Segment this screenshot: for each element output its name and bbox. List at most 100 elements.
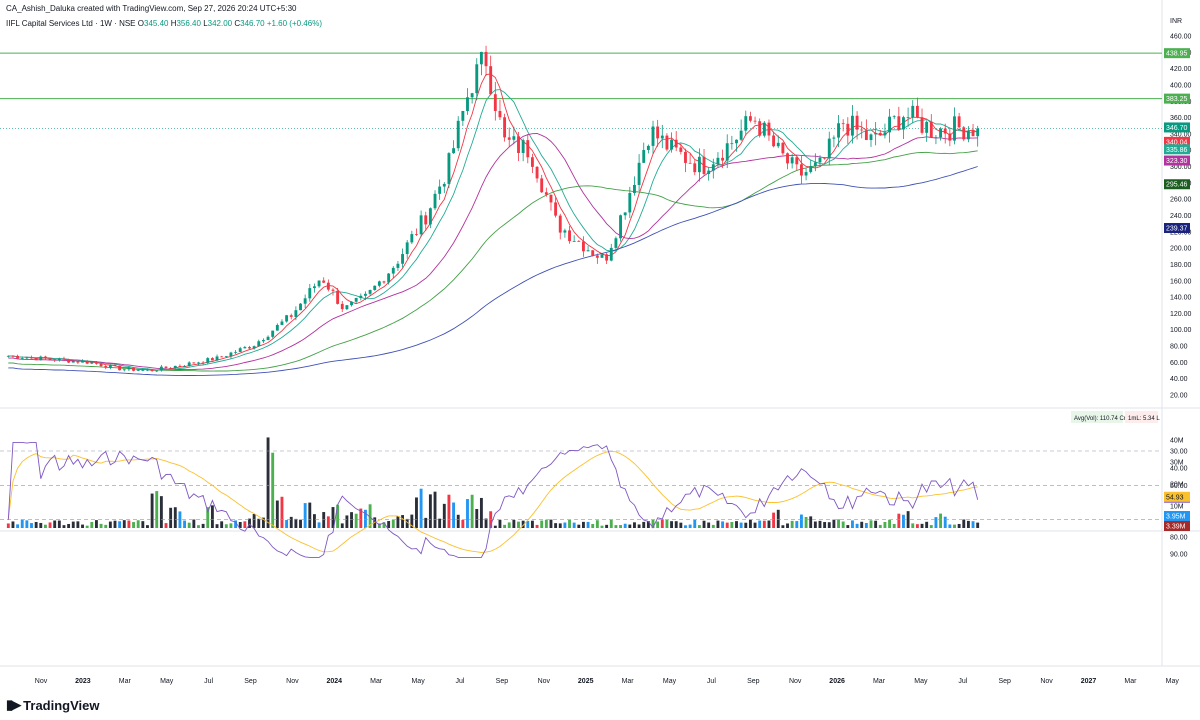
volume-bar xyxy=(136,520,140,528)
volume-bar xyxy=(452,502,456,528)
candle-body xyxy=(16,355,20,359)
candle-body xyxy=(136,370,140,371)
volume-bar xyxy=(929,525,933,528)
volume-axis: 40M 30M 20M 10M xyxy=(1170,438,1184,511)
volume-bar xyxy=(642,521,646,528)
time-tick-label: Nov xyxy=(789,678,802,685)
volume-bar xyxy=(540,520,544,528)
axis-badge-label: 3.39M xyxy=(1166,524,1186,531)
volume-bar xyxy=(382,522,386,528)
volume-bar xyxy=(201,523,205,528)
candle-body xyxy=(855,115,859,130)
volume-bar xyxy=(25,520,29,528)
volume-bar xyxy=(869,520,873,528)
candle-body xyxy=(953,116,956,141)
volume-bar xyxy=(507,522,511,528)
candle-body xyxy=(725,143,729,161)
candle-body xyxy=(215,356,219,361)
volume-bar xyxy=(415,497,418,528)
candle-body xyxy=(331,289,335,291)
candle-body xyxy=(730,143,734,145)
candle-body xyxy=(234,351,238,353)
change-value: +1.60 (+0.46%) xyxy=(266,19,322,28)
time-tick-label: 2027 xyxy=(1081,678,1097,685)
candle-body xyxy=(197,362,200,364)
time-tick-label: Mar xyxy=(370,678,383,685)
candle-body xyxy=(345,305,349,310)
volume-bar xyxy=(243,521,247,528)
volume-bar xyxy=(224,524,228,528)
volume-bar xyxy=(915,524,919,528)
candle-body xyxy=(99,363,103,367)
volume-bar xyxy=(595,520,599,528)
volume-bar xyxy=(447,494,451,528)
candle-body xyxy=(62,358,66,360)
volume-bar xyxy=(804,516,808,528)
volume-bar xyxy=(535,524,539,528)
candle-body xyxy=(758,121,762,136)
volume-bar xyxy=(261,517,265,528)
symbol-name: IIFL Capital Services Ltd · 1W · NSE xyxy=(6,19,136,28)
volume-bar xyxy=(651,519,655,528)
volume-bar xyxy=(187,522,191,528)
volume-bar xyxy=(619,525,622,528)
candle-body xyxy=(489,66,493,95)
candle-body xyxy=(308,288,312,299)
candle-body xyxy=(619,215,622,239)
candle-body xyxy=(507,137,511,140)
volume-bar xyxy=(285,520,289,528)
volume-bar xyxy=(410,514,414,528)
volume-bar xyxy=(183,520,187,528)
candle-body xyxy=(57,358,61,361)
volume-bar xyxy=(368,504,372,528)
candle-body xyxy=(707,170,711,174)
volume-bar xyxy=(67,523,71,528)
candle-body xyxy=(660,135,664,139)
candle-body xyxy=(401,254,404,264)
volume-bar xyxy=(758,520,762,528)
volume-bar xyxy=(127,520,131,528)
volume-bar xyxy=(846,525,850,528)
candle-body xyxy=(493,94,497,111)
candle-body xyxy=(466,97,469,111)
candle-body xyxy=(864,130,868,141)
candle-body xyxy=(387,273,391,283)
candle-body xyxy=(257,341,261,347)
candle-body xyxy=(943,128,947,134)
volume-bar xyxy=(864,522,868,528)
candle-body xyxy=(804,172,808,176)
volume-bar xyxy=(424,517,428,528)
price-unit: INR xyxy=(1170,18,1182,25)
candle-body xyxy=(851,115,854,136)
axis-badge-bg xyxy=(1164,144,1190,155)
volume-bar xyxy=(442,503,446,528)
candle-body xyxy=(753,120,757,122)
volume-bar xyxy=(818,520,822,528)
candle-body xyxy=(544,192,548,195)
volume-bar xyxy=(679,522,683,528)
axis-badge-label: 438.95 xyxy=(1166,51,1188,58)
symbol-ohlc-line: IIFL Capital Services Ltd · 1W · NSE O34… xyxy=(6,19,322,28)
tradingview-logo[interactable]: ▮▶ TradingView xyxy=(6,697,100,713)
time-tick-label: Sep xyxy=(747,678,760,685)
price-tick-label: 160.00 xyxy=(1170,278,1192,285)
volume-bar xyxy=(776,509,780,528)
candle-body xyxy=(132,367,135,371)
volume-bar xyxy=(391,519,395,528)
candle-body xyxy=(48,358,52,360)
volume-bar xyxy=(20,519,24,528)
time-tick-label: Sep xyxy=(244,678,257,685)
candle-body xyxy=(535,166,539,179)
volume-bar xyxy=(934,517,938,528)
price-tick-label: 40.00 xyxy=(1170,376,1188,383)
volume-bar xyxy=(266,437,270,528)
candle-body xyxy=(364,293,367,296)
price-tick-label: 460.00 xyxy=(1170,34,1192,41)
candle-body xyxy=(359,295,363,299)
moving-average-line-3 xyxy=(8,133,978,371)
candle-body xyxy=(433,193,437,209)
price-tick-label: 100.00 xyxy=(1170,327,1192,334)
volume-bar xyxy=(530,520,534,528)
candle-body xyxy=(874,132,878,135)
